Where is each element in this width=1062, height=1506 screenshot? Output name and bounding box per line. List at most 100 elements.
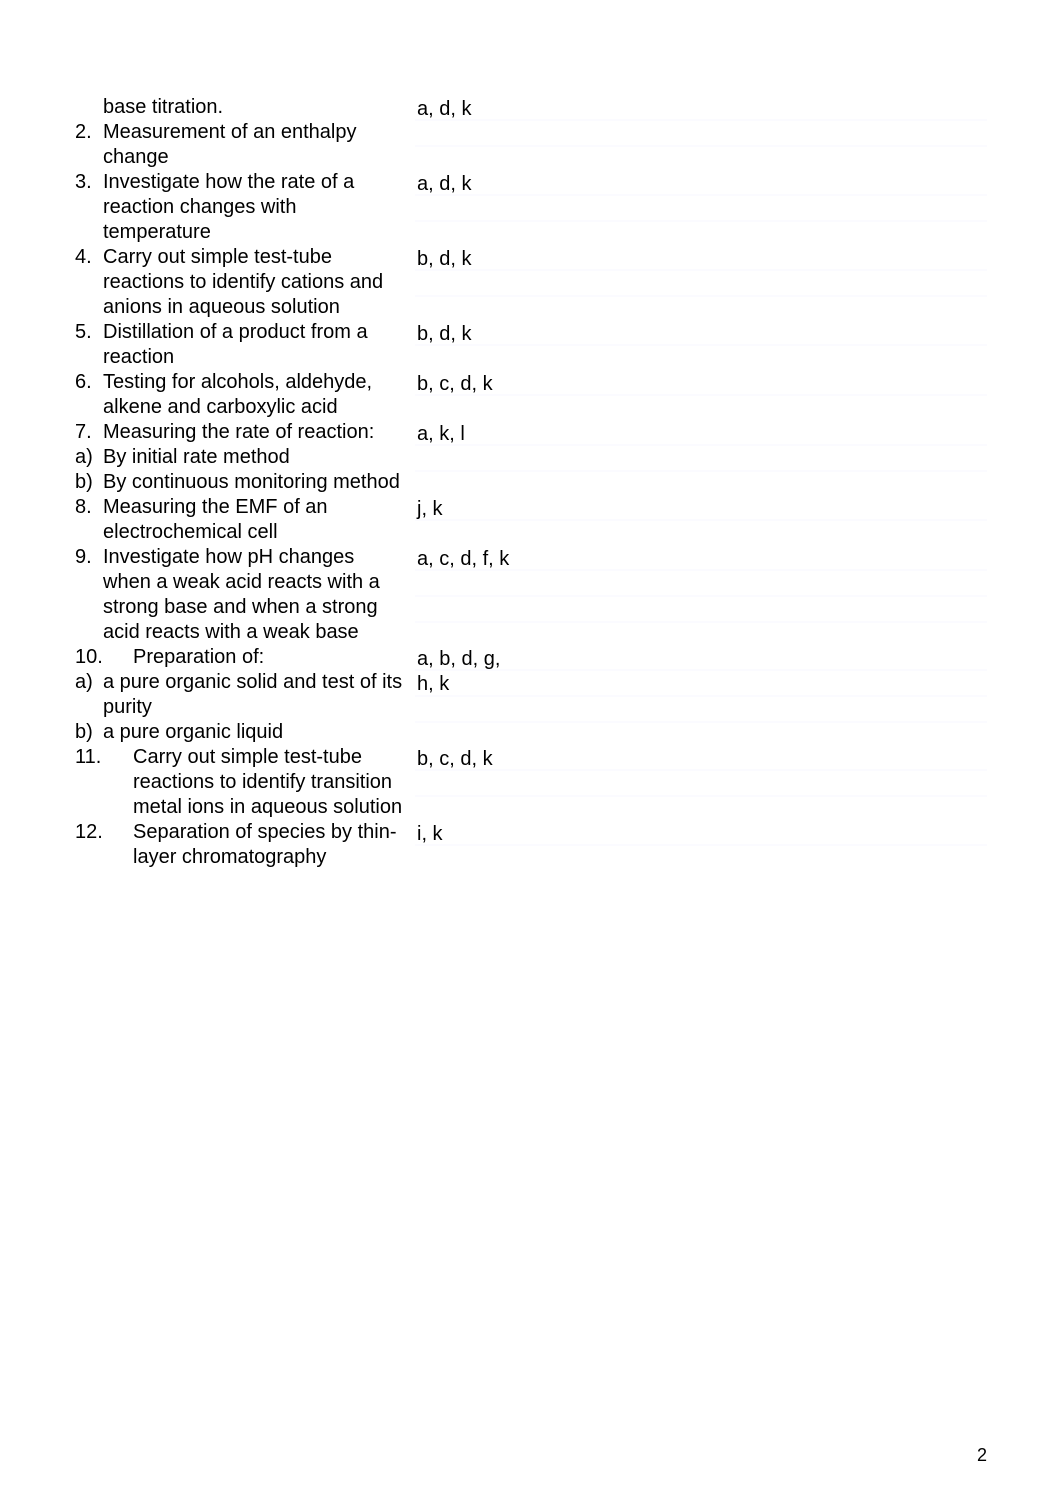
continuation-text: base titration. — [75, 95, 405, 120]
item-text: Distillation of a product from a reactio… — [103, 320, 405, 370]
sub-item: a)a pure organic solid and test of its p… — [75, 670, 405, 720]
code-cell: b, c, d, k — [415, 745, 525, 820]
code-text: b, d, k — [417, 248, 471, 270]
table-row: 5.Distillation of a product from a react… — [75, 320, 987, 370]
sub-item-letter: a) — [75, 670, 103, 720]
code-text: a, d, k — [417, 173, 471, 195]
item-number: 7. — [75, 420, 103, 445]
code-cell: a, k, l — [415, 420, 525, 495]
item-number: 4. — [75, 245, 103, 320]
sub-item-text: a pure organic liquid — [103, 720, 405, 745]
description-cell: 3.Investigate how the rate of a reaction… — [75, 170, 415, 245]
description-cell: 9.Investigate how pH changes when a weak… — [75, 545, 415, 645]
item-text: Measuring the rate of reaction: — [103, 420, 405, 445]
sub-item: b)a pure organic liquid — [75, 720, 405, 745]
code-text: b, d, k — [417, 323, 471, 345]
table-row: 11.Carry out simple test-tube reactions … — [75, 745, 987, 820]
description-cell: 8.Measuring the EMF of an electrochemica… — [75, 495, 415, 545]
item-number: 3. — [75, 170, 103, 245]
item-text: Measuring the EMF of an electrochemical … — [103, 495, 405, 545]
description-cell: 7.Measuring the rate of reaction:a)By in… — [75, 420, 415, 495]
numbered-item: 4.Carry out simple test-tube reactions t… — [75, 245, 405, 320]
item-text: Testing for alcohols, aldehyde, alkene a… — [103, 370, 405, 420]
code-cell: i, k — [415, 820, 525, 870]
empty-cell — [525, 95, 987, 170]
numbered-item: 8.Measuring the EMF of an electrochemica… — [75, 495, 405, 545]
item-number: 11. — [75, 745, 133, 820]
table-row: 8.Measuring the EMF of an electrochemica… — [75, 495, 987, 545]
code-text: b, c, d, k — [417, 373, 493, 395]
empty-cell — [525, 545, 987, 645]
sub-item: a)By initial rate method — [75, 445, 405, 470]
code-cell: j, k — [415, 495, 525, 545]
table-row: 12.Separation of species by thin-layer c… — [75, 820, 987, 870]
document-page: base titration.2.Measurement of an entha… — [0, 0, 1062, 910]
sub-item-letter: b) — [75, 470, 103, 495]
description-cell: 5.Distillation of a product from a react… — [75, 320, 415, 370]
code-text: a, c, d, f, k — [417, 548, 509, 570]
table-row: 6.Testing for alcohols, aldehyde, alkene… — [75, 370, 987, 420]
item-text: Carry out simple test-tube reactions to … — [103, 245, 405, 320]
table-row: 3.Investigate how the rate of a reaction… — [75, 170, 987, 245]
table-row: 4.Carry out simple test-tube reactions t… — [75, 245, 987, 320]
item-number: 9. — [75, 545, 103, 645]
description-cell: 4.Carry out simple test-tube reactions t… — [75, 245, 415, 320]
empty-cell — [525, 420, 987, 495]
item-number: 10. — [75, 645, 133, 670]
code-cell: b, d, k — [415, 320, 525, 370]
code-cell: a, c, d, f, k — [415, 545, 525, 645]
sub-item-letter: a) — [75, 445, 103, 470]
code-text: a, b, d, g, h, k — [417, 648, 500, 695]
item-number: 6. — [75, 370, 103, 420]
description-cell: base titration.2.Measurement of an entha… — [75, 95, 415, 170]
table-row: 10.Preparation of:a)a pure organic solid… — [75, 645, 987, 745]
numbered-item: 12.Separation of species by thin-layer c… — [75, 820, 405, 870]
description-cell: 11.Carry out simple test-tube reactions … — [75, 745, 415, 820]
table-row: 7.Measuring the rate of reaction:a)By in… — [75, 420, 987, 495]
numbered-item: 5.Distillation of a product from a react… — [75, 320, 405, 370]
item-number: 12. — [75, 820, 133, 870]
table-row: 9.Investigate how pH changes when a weak… — [75, 545, 987, 645]
numbered-item: 9.Investigate how pH changes when a weak… — [75, 545, 405, 645]
item-text: Investigate how pH changes when a weak a… — [103, 545, 405, 645]
numbered-item: 11.Carry out simple test-tube reactions … — [75, 745, 405, 820]
empty-cell — [525, 495, 987, 545]
table-row: base titration.2.Measurement of an entha… — [75, 95, 987, 170]
item-number: 2. — [75, 120, 103, 170]
empty-cell — [525, 820, 987, 870]
empty-cell — [525, 745, 987, 820]
item-text: Preparation of: — [133, 645, 405, 670]
description-cell: 6.Testing for alcohols, aldehyde, alkene… — [75, 370, 415, 420]
empty-cell — [525, 320, 987, 370]
description-cell: 12.Separation of species by thin-layer c… — [75, 820, 415, 870]
description-cell: 10.Preparation of:a)a pure organic solid… — [75, 645, 415, 745]
code-text: a, k, l — [417, 423, 465, 445]
item-text: Carry out simple test-tube reactions to … — [133, 745, 405, 820]
code-cell: a, d, k — [415, 95, 525, 170]
code-text: j, k — [417, 498, 443, 520]
sub-item-text: a pure organic solid and test of its pur… — [103, 670, 405, 720]
sub-item-text: By continuous monitoring method — [103, 470, 405, 495]
numbered-item: 6.Testing for alcohols, aldehyde, alkene… — [75, 370, 405, 420]
code-text: i, k — [417, 823, 443, 845]
numbered-item: 7.Measuring the rate of reaction: — [75, 420, 405, 445]
page-number: 2 — [977, 1445, 987, 1466]
text-span: base titration. — [103, 96, 223, 118]
numbered-item: 2.Measurement of an enthalpy change — [75, 120, 405, 170]
code-cell: b, c, d, k — [415, 370, 525, 420]
sub-item-text: By initial rate method — [103, 445, 405, 470]
code-cell: b, d, k — [415, 245, 525, 320]
sub-item-letter: b) — [75, 720, 103, 745]
code-text: b, c, d, k — [417, 748, 493, 770]
code-text: a, d, k — [417, 98, 471, 120]
item-text: Investigate how the rate of a reaction c… — [103, 170, 405, 245]
empty-cell — [525, 245, 987, 320]
practical-table: base titration.2.Measurement of an entha… — [75, 95, 987, 870]
item-text: Separation of species by thin-layer chro… — [133, 820, 405, 870]
code-cell: a, d, k — [415, 170, 525, 245]
empty-cell — [525, 645, 987, 745]
empty-cell — [525, 170, 987, 245]
item-text: Measurement of an enthalpy change — [103, 120, 405, 170]
sub-item: b)By continuous monitoring method — [75, 470, 405, 495]
empty-cell — [525, 370, 987, 420]
